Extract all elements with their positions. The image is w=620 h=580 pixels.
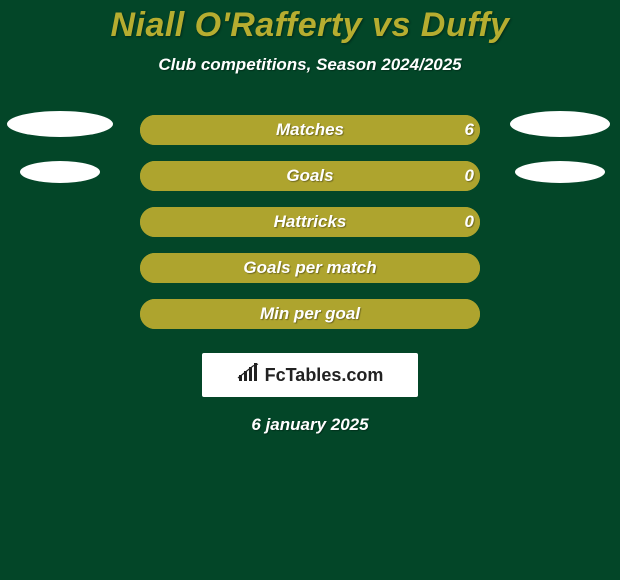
stat-row: Min per goal (0, 299, 620, 345)
page-subtitle: Club competitions, Season 2024/2025 (0, 55, 620, 75)
stat-row: Goals per match (0, 253, 620, 299)
stat-value-right: 0 (140, 212, 474, 232)
stat-label: Goals per match (140, 258, 480, 278)
stat-value-right: 0 (140, 166, 474, 186)
bar-chart-icon (237, 363, 261, 388)
comparison-card: Niall O'Rafferty vs Duffy Club competiti… (0, 0, 620, 580)
side-ellipse (20, 161, 100, 183)
stat-label: Min per goal (140, 304, 480, 324)
page-title: Niall O'Rafferty vs Duffy (0, 0, 620, 45)
side-ellipse (515, 161, 605, 183)
logo-text: FcTables.com (265, 365, 384, 386)
side-ellipse (7, 111, 113, 137)
logo-box: FcTables.com (202, 353, 418, 397)
stat-row: Hattricks0 (0, 207, 620, 253)
stat-rows: Matches6Goals0Hattricks0Goals per matchM… (0, 115, 620, 345)
side-ellipse (510, 111, 610, 137)
footer-date: 6 january 2025 (0, 415, 620, 435)
stat-value-right: 6 (140, 120, 474, 140)
